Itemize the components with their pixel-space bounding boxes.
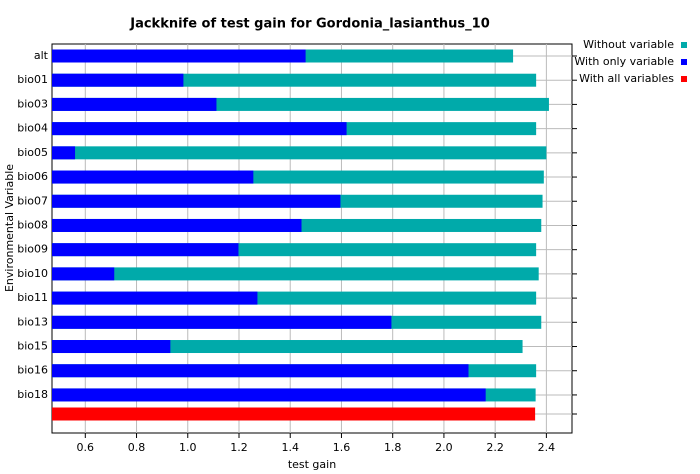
bar [52, 146, 76, 160]
bar [52, 364, 469, 378]
bar [52, 388, 486, 402]
x-tick-label: 1.8 [384, 441, 402, 454]
bar [52, 407, 536, 421]
y-tick-label: bio13 [17, 315, 48, 328]
y-axis-label: Environmental Variable [3, 164, 16, 292]
y-tick-label: bio10 [17, 267, 48, 280]
bar [52, 97, 217, 111]
y-tick-label: bio04 [17, 122, 48, 135]
y-tick-label: bio15 [17, 340, 48, 353]
y-tick-label: bio01 [17, 73, 48, 86]
legend-swatch [681, 42, 687, 48]
bar [52, 194, 341, 208]
x-tick-label: 0.8 [128, 441, 146, 454]
bar [52, 291, 258, 305]
y-tick-label: bio06 [17, 170, 48, 183]
x-tick-label: 0.6 [77, 441, 95, 454]
x-tick-label: 1.0 [179, 441, 197, 454]
chart-title: Jackknife of test gain for Gordonia_lasi… [129, 17, 490, 32]
bar [52, 218, 302, 232]
bar [52, 49, 306, 63]
y-tick-label: alt [34, 49, 49, 62]
x-tick-label: 1.6 [333, 441, 351, 454]
x-axis-label: test gain [288, 458, 336, 471]
bar [52, 243, 239, 257]
legend-swatch [681, 59, 687, 65]
y-tick-label: bio07 [17, 194, 48, 207]
y-tick-label: bio18 [17, 388, 48, 401]
bar [52, 73, 184, 87]
legend-label: With all variables [579, 72, 674, 85]
y-tick-label: bio09 [17, 243, 48, 256]
legend-label: With only variable [574, 55, 674, 68]
bar [52, 267, 115, 281]
bar [52, 146, 547, 160]
x-tick-label: 2.2 [486, 441, 504, 454]
bar [52, 315, 392, 329]
legend-label: Without variable [583, 38, 674, 51]
y-tick-label: bio03 [17, 97, 48, 110]
bar [52, 340, 171, 354]
legend-swatch [681, 76, 687, 82]
y-tick-label: bio08 [17, 218, 48, 231]
bar [52, 122, 347, 136]
y-tick-label: bio16 [17, 364, 48, 377]
x-tick-label: 1.2 [230, 441, 248, 454]
bar [52, 267, 539, 281]
x-tick-label: 1.4 [281, 441, 299, 454]
y-tick-label: bio05 [17, 146, 48, 159]
y-tick-label: bio11 [17, 291, 48, 304]
bar [52, 170, 254, 184]
x-tick-label: 2.4 [538, 441, 556, 454]
x-tick-label: 2.0 [435, 441, 453, 454]
